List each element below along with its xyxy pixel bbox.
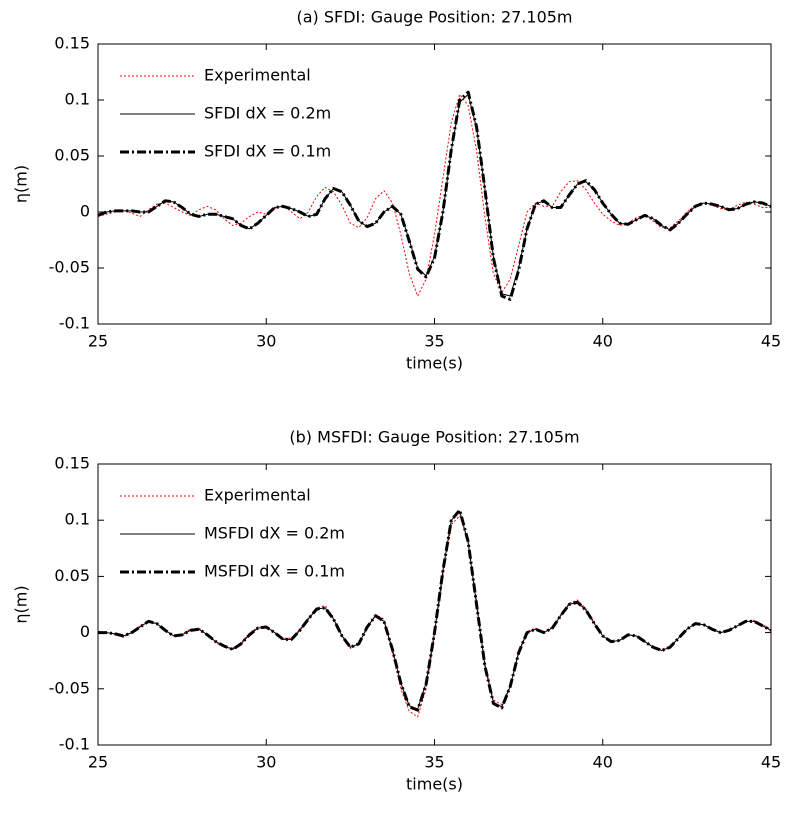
y-tick-label: 0: [80, 622, 90, 641]
y-tick-label: 0.1: [65, 90, 90, 109]
legend-label: Experimental: [204, 66, 311, 85]
chart-title: (b) MSFDI: Gauge Position: 27.105m: [289, 428, 579, 447]
plot-area: [97, 43, 772, 325]
y-tick-label: 0.05: [54, 566, 90, 585]
y-axis-label: η(m): [12, 165, 31, 203]
data-line: [97, 93, 771, 297]
data-line: [98, 508, 772, 712]
legend-label: MSFDI dX = 0.2m: [204, 524, 345, 543]
legend-label: SFDI dX = 0.1m: [204, 142, 331, 161]
legend-label: MSFDI dX = 0.1m: [204, 562, 345, 581]
x-tick-label: 35: [424, 332, 444, 351]
y-tick-label: 0: [80, 202, 90, 221]
y-tick-label: 0.15: [54, 34, 90, 53]
y-axis-label: η(m): [12, 585, 31, 623]
x-axis-label: time(s): [406, 775, 463, 794]
y-tick-label: 0.1: [65, 510, 90, 529]
y-tick-label: 0.05: [54, 146, 90, 165]
chart-title: (a) SFDI: Gauge Position: 27.105m: [296, 8, 572, 27]
y-tick-label: -0.1: [59, 735, 90, 754]
x-tick-label: 35: [424, 753, 444, 772]
y-tick-label: -0.05: [49, 678, 90, 697]
x-tick-label: 45: [761, 332, 781, 351]
data-line: [97, 90, 772, 301]
y-tick-label: -0.1: [59, 314, 90, 333]
x-axis-label: time(s): [406, 354, 463, 373]
x-tick-label: 30: [256, 332, 276, 351]
plot-area: [97, 463, 772, 746]
x-tick-label: 30: [256, 753, 276, 772]
x-tick-label: 25: [88, 332, 108, 351]
x-tick-label: 40: [593, 753, 613, 772]
legend-label: SFDI dX = 0.2m: [204, 104, 331, 123]
y-tick-label: 0.15: [54, 454, 90, 473]
y-tick-label: -0.05: [49, 258, 90, 277]
x-tick-label: 40: [593, 332, 613, 351]
x-tick-label: 45: [761, 753, 781, 772]
x-tick-label: 25: [88, 753, 108, 772]
legend-label: Experimental: [204, 486, 311, 505]
